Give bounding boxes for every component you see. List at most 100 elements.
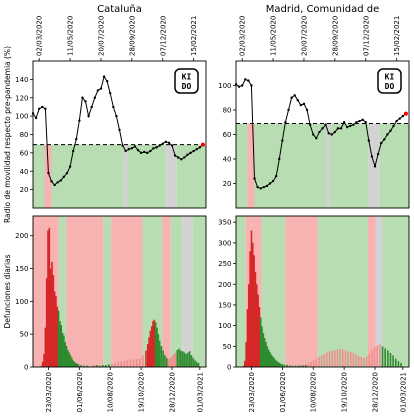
death-bar xyxy=(271,356,274,367)
death-bar xyxy=(249,251,251,367)
death-bar xyxy=(139,358,141,367)
death-bar xyxy=(291,365,294,367)
death-bar xyxy=(277,362,279,367)
mobility-point xyxy=(361,118,364,122)
plot-frame xyxy=(235,60,410,209)
phase-band-3 xyxy=(326,61,331,208)
death-bar xyxy=(270,354,273,367)
death-bar xyxy=(72,360,74,367)
death-bar xyxy=(194,360,196,367)
top-tick-label-4: 07/12/2020 xyxy=(362,16,370,56)
death-bar xyxy=(334,350,336,367)
y-tick-label-3: 80 xyxy=(223,107,232,115)
bottom-tick-label-0: 23/03/2020 xyxy=(248,372,256,412)
mobility-point xyxy=(102,75,106,78)
top-tick-label-5: 15/02/2021 xyxy=(190,16,198,56)
mobility-point xyxy=(383,138,386,141)
mobility-point xyxy=(164,140,168,144)
death-bar xyxy=(269,352,271,367)
mobility-point xyxy=(158,144,161,147)
death-bar xyxy=(245,342,247,367)
death-bar xyxy=(126,360,129,367)
y-tick-label-2: 60 xyxy=(20,149,29,157)
death-bar xyxy=(160,345,163,367)
bottom-tick-label-5: 01/03/2021 xyxy=(399,372,407,412)
death-bar xyxy=(368,353,371,367)
death-bar xyxy=(167,359,170,367)
mobility-point xyxy=(395,119,398,123)
y-tick-label-6: 300 xyxy=(218,239,231,247)
mobility-point xyxy=(87,114,90,118)
death-bar xyxy=(53,291,56,367)
death-bar xyxy=(347,351,349,367)
y-tick-label-5: 250 xyxy=(218,260,231,268)
phase-band-8 xyxy=(182,216,193,367)
y-tick-label-3: 80 xyxy=(20,131,29,139)
mobility-point xyxy=(302,102,306,106)
y-tick-label-0: 20 xyxy=(20,186,29,194)
death-bar xyxy=(339,348,341,367)
mobility-point xyxy=(130,147,134,150)
death-bar xyxy=(255,284,258,367)
mobility-point xyxy=(44,107,47,110)
y-tick-label-2: 100 xyxy=(15,298,28,306)
death-bar xyxy=(197,363,200,367)
death-bar xyxy=(172,353,175,367)
mobility-point xyxy=(115,114,118,118)
mobility-point xyxy=(152,147,155,150)
mobility-point xyxy=(262,185,266,189)
top-tick-label-2: 20/07/2020 xyxy=(97,16,105,56)
y-tick-label-0: 0 xyxy=(24,364,28,372)
death-bar xyxy=(80,365,82,367)
mobility-point xyxy=(173,154,177,157)
death-bar xyxy=(242,365,245,367)
death-bar xyxy=(123,361,126,367)
death-bar xyxy=(64,342,67,367)
death-bar xyxy=(178,348,180,367)
death-bar xyxy=(257,294,259,367)
death-bar xyxy=(63,335,65,367)
bottom-tick-label-2: 10/08/2020 xyxy=(310,372,318,412)
death-bar xyxy=(266,346,269,367)
mobility-point xyxy=(379,141,383,145)
death-bar xyxy=(363,357,365,367)
y-tick-label-2: 60 xyxy=(223,131,232,139)
mobility-point xyxy=(278,157,281,161)
death-bar xyxy=(381,346,384,367)
death-bar xyxy=(60,324,63,367)
death-bar xyxy=(299,365,302,367)
death-bar xyxy=(379,344,381,367)
phase-band-9 xyxy=(382,216,409,367)
death-bar xyxy=(254,271,257,367)
death-bar xyxy=(171,356,173,367)
mobility-point xyxy=(161,142,164,145)
mobility-point xyxy=(367,139,371,142)
death-bar xyxy=(323,353,326,367)
death-bar xyxy=(312,360,315,367)
y-tick-label-4: 200 xyxy=(15,232,28,240)
death-bar xyxy=(49,268,52,367)
death-bar xyxy=(47,230,49,367)
y-tick-label-4: 100 xyxy=(15,113,28,121)
death-bar xyxy=(258,307,261,367)
mobility-point xyxy=(250,84,253,87)
mobility-point xyxy=(355,121,358,124)
death-bar xyxy=(315,358,318,367)
mobility-point xyxy=(167,141,171,144)
death-bar xyxy=(132,359,135,367)
logo-frame xyxy=(377,68,402,94)
y-tick-label-5: 120 xyxy=(15,94,28,102)
phase-band-0 xyxy=(236,216,246,367)
phase-band-9 xyxy=(192,216,206,367)
death-bar xyxy=(302,365,304,367)
death-bar xyxy=(389,352,392,367)
death-bar xyxy=(101,365,104,367)
top-tick-label-0: 02/03/2020 xyxy=(239,16,247,56)
mobility-point xyxy=(290,96,293,99)
death-bar xyxy=(48,227,51,367)
mobility-point xyxy=(373,165,377,168)
y-tick-label-4: 200 xyxy=(218,281,231,289)
death-bar xyxy=(304,364,307,367)
mobility-point xyxy=(96,89,100,92)
mobility-point xyxy=(346,125,349,129)
